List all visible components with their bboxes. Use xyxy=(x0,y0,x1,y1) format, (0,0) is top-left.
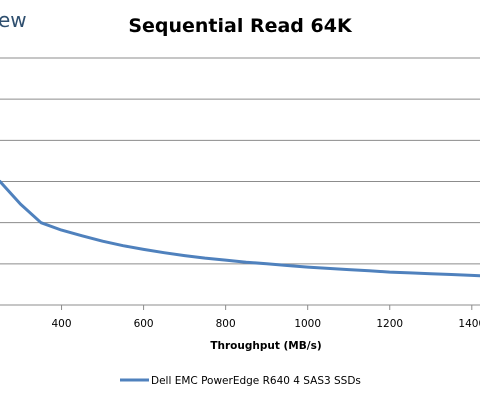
x-tick-label: 1400 xyxy=(458,318,480,330)
brand-logo-fragment: ew xyxy=(0,8,27,32)
x-tick-label: 1200 xyxy=(376,318,403,330)
x-tick-label: 800 xyxy=(216,318,236,330)
gridlines xyxy=(0,57,480,265)
series-line xyxy=(0,180,480,278)
x-tick-label: 600 xyxy=(134,318,154,330)
x-axis-label: Throughput (MB/s) xyxy=(210,340,321,352)
x-tick-label: 1000 xyxy=(294,318,321,330)
legend-label: Dell EMC PowerEdge R640 4 SAS3 SSDs xyxy=(151,375,361,387)
axes xyxy=(0,304,480,310)
x-tick-labels: 400 600 800 1000 1200 1400 xyxy=(52,318,480,330)
chart-title: Sequential Read 64K xyxy=(128,15,353,37)
series-lines xyxy=(0,180,480,278)
x-tick-label: 400 xyxy=(52,318,72,330)
legend: Dell EMC PowerEdge R640 4 SAS3 SSDs xyxy=(120,375,361,387)
